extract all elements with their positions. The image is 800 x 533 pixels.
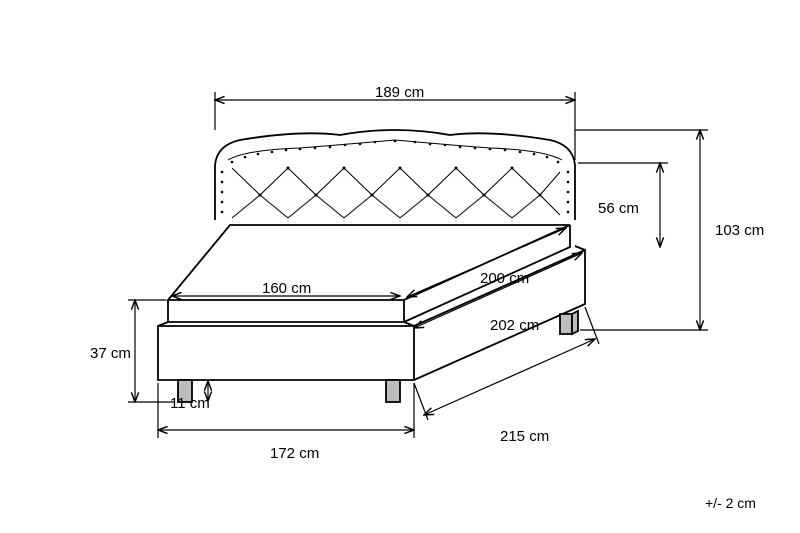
label-leg-height: 11 cm bbox=[170, 395, 210, 412]
label-frame-height: 37 cm bbox=[90, 345, 131, 362]
label-headboard-height: 56 cm bbox=[598, 200, 639, 217]
bed-dimension-diagram: 189 cm 56 cm 103 cm 160 cm 200 cm 202 cm… bbox=[0, 0, 800, 533]
tolerance-note: +/- 2 cm bbox=[705, 495, 756, 511]
bed-svg bbox=[0, 0, 800, 533]
label-frame-width: 172 cm bbox=[270, 445, 319, 462]
label-total-height: 103 cm bbox=[715, 222, 764, 239]
label-frame-length: 215 cm bbox=[500, 428, 549, 445]
label-headboard-width: 189 cm bbox=[375, 84, 424, 101]
label-mattress-length: 200 cm bbox=[480, 270, 529, 287]
label-mattress-width: 160 cm bbox=[262, 280, 311, 297]
label-frame-inner-length: 202 cm bbox=[490, 317, 539, 334]
